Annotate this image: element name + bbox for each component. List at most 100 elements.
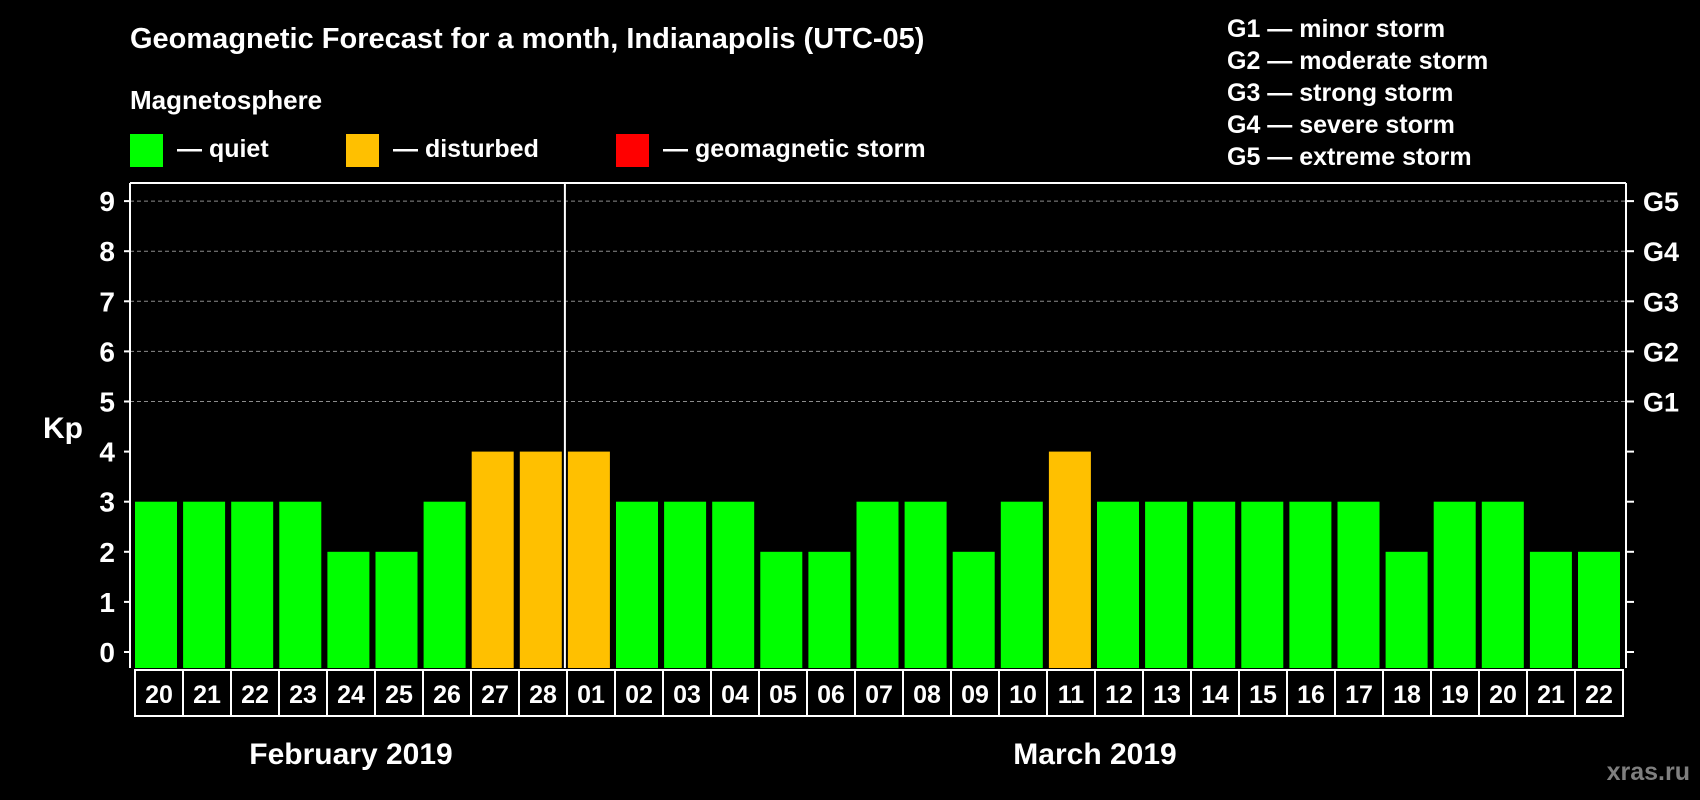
legend-heading: Magnetosphere xyxy=(130,85,322,115)
day-label-11: 03 xyxy=(673,681,701,709)
day-label-29: 21 xyxy=(1537,681,1565,709)
bar-16 xyxy=(904,501,947,668)
y-tick-9: 9 xyxy=(99,186,115,217)
y-tick-7: 7 xyxy=(99,286,115,317)
day-label-15: 07 xyxy=(865,681,893,709)
bar-1 xyxy=(183,501,226,668)
day-label-21: 13 xyxy=(1153,681,1181,709)
day-label-22: 14 xyxy=(1201,681,1229,709)
month-label-0: February 2019 xyxy=(249,738,452,771)
bar-20 xyxy=(1097,501,1139,668)
storm-level-2: G2 — moderate storm xyxy=(1227,47,1488,75)
bar-13 xyxy=(760,551,803,668)
y-tick-4: 4 xyxy=(99,437,115,468)
legend-swatch-2 xyxy=(616,134,649,167)
day-label-10: 02 xyxy=(625,681,653,709)
y-tick-1: 1 xyxy=(99,587,115,618)
bar-25 xyxy=(1337,501,1380,668)
day-label-18: 10 xyxy=(1009,681,1037,709)
bar-18 xyxy=(1000,501,1043,668)
day-label-19: 11 xyxy=(1058,681,1085,709)
y-tick-0: 0 xyxy=(99,637,115,668)
bar-17 xyxy=(952,551,995,668)
legend-swatch-0 xyxy=(130,134,163,167)
day-strip xyxy=(134,669,1624,717)
day-label-9: 01 xyxy=(577,681,605,709)
legend-label-1: — disturbed xyxy=(393,135,539,163)
day-label-17: 09 xyxy=(961,681,989,709)
bar-24 xyxy=(1289,501,1332,668)
y-tick-8: 8 xyxy=(99,236,115,267)
bar-30 xyxy=(1578,551,1620,668)
bar-15 xyxy=(856,501,899,668)
x-axis: 20 21 22 23 24 25 26 27 28 01 02 03 04 05 06 07 08 09 10 11… xyxy=(134,669,1624,717)
day-label-14: 06 xyxy=(817,681,845,709)
legend-swatch-1 xyxy=(346,134,379,167)
day-label-30: 22 xyxy=(1585,681,1613,709)
storm-level-5: G5 — extreme storm xyxy=(1227,143,1472,171)
day-label-23: 15 xyxy=(1249,681,1277,709)
watermark: xras.ru xyxy=(1607,758,1690,786)
bar-22 xyxy=(1193,501,1236,668)
y-axis-label: Kp xyxy=(43,412,83,445)
y-tick-6: 6 xyxy=(99,336,115,367)
month-labels: February 2019 March 2019 xyxy=(249,738,1176,771)
day-label-25: 17 xyxy=(1345,681,1373,709)
bar-7 xyxy=(471,451,514,668)
bar-27 xyxy=(1433,501,1476,668)
day-label-13: 05 xyxy=(769,681,797,709)
bar-28 xyxy=(1481,501,1524,668)
day-label-8: 28 xyxy=(529,681,557,709)
bar-21 xyxy=(1145,501,1188,668)
day-label-2: 22 xyxy=(241,681,269,709)
y-tick-5: 5 xyxy=(99,387,115,418)
storm-level-3: G3 — strong storm xyxy=(1227,79,1453,107)
plot-frame xyxy=(129,182,1627,668)
day-label-0: 20 xyxy=(145,681,173,709)
day-label-1: 21 xyxy=(193,681,221,709)
storm-tick-G5: G5 xyxy=(1643,187,1679,217)
storm-level-1: G1 — minor storm xyxy=(1227,15,1445,43)
day-label-4: 24 xyxy=(337,681,365,709)
bars xyxy=(135,451,1620,668)
bar-29 xyxy=(1529,551,1572,668)
bar-11 xyxy=(664,501,707,668)
storm-tick-G1: G1 xyxy=(1643,388,1679,418)
bar-26 xyxy=(1385,551,1428,668)
legend: — quiet — disturbed — geomagnetic storm xyxy=(130,134,926,167)
day-label-26: 18 xyxy=(1393,681,1421,709)
day-label-28: 20 xyxy=(1489,681,1517,709)
day-label-5: 25 xyxy=(385,681,413,709)
y-axis: 0 1 2 3 4 5 6 7 8 9 xyxy=(99,186,130,668)
month-label-1: March 2019 xyxy=(1013,738,1176,771)
storm-level-4: G4 — severe storm xyxy=(1227,111,1455,139)
grid xyxy=(130,200,1626,402)
y-tick-2: 2 xyxy=(99,537,115,568)
bar-3 xyxy=(279,501,322,668)
legend-label-2: — geomagnetic storm xyxy=(663,135,926,163)
bar-9 xyxy=(567,451,610,668)
bar-14 xyxy=(808,551,851,668)
storm-level-legend: G1 — minor storm G2 — moderate storm G3 — … xyxy=(1227,15,1488,171)
storm-tick-G3: G3 xyxy=(1643,287,1679,317)
day-label-3: 23 xyxy=(289,681,317,709)
day-label-16: 08 xyxy=(913,681,941,709)
chart-title: Geomagnetic Forecast for a month, Indian… xyxy=(130,23,924,55)
day-label-20: 12 xyxy=(1105,681,1133,709)
day-label-24: 16 xyxy=(1297,681,1325,709)
day-label-6: 26 xyxy=(433,681,461,709)
storm-tick-G4: G4 xyxy=(1643,237,1679,267)
bar-8 xyxy=(519,451,562,668)
bar-12 xyxy=(712,501,755,668)
bar-10 xyxy=(616,501,658,668)
bar-4 xyxy=(327,551,370,668)
storm-axis: G1 G2 G3 G4 G5 xyxy=(1626,187,1679,653)
bar-5 xyxy=(375,551,418,668)
y-tick-3: 3 xyxy=(99,487,115,518)
storm-tick-G2: G2 xyxy=(1643,337,1679,367)
day-label-7: 27 xyxy=(481,681,509,709)
day-label-27: 19 xyxy=(1441,681,1469,709)
legend-label-0: — quiet xyxy=(177,135,269,163)
bar-23 xyxy=(1241,501,1284,668)
